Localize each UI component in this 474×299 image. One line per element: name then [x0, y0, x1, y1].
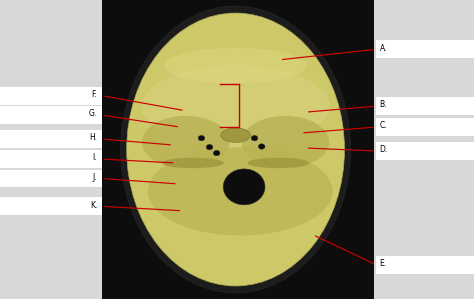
Bar — [0, 130, 102, 148]
Ellipse shape — [121, 6, 350, 293]
Bar — [376, 142, 474, 160]
Bar — [0, 0, 102, 299]
Text: E.: E. — [380, 259, 387, 268]
Ellipse shape — [142, 65, 329, 147]
Ellipse shape — [164, 48, 307, 84]
Text: J.: J. — [92, 173, 97, 182]
Bar — [376, 97, 474, 115]
Bar — [0, 150, 102, 168]
Ellipse shape — [241, 116, 329, 168]
Text: K.: K. — [90, 201, 97, 210]
Bar — [376, 40, 474, 58]
Ellipse shape — [221, 128, 250, 142]
Ellipse shape — [148, 147, 333, 236]
Bar — [0, 197, 102, 215]
Ellipse shape — [162, 158, 224, 168]
Text: H.: H. — [89, 133, 97, 142]
Bar — [376, 256, 474, 274]
Ellipse shape — [247, 158, 309, 168]
Text: F.: F. — [91, 90, 97, 99]
Text: I.: I. — [92, 153, 97, 162]
Ellipse shape — [142, 116, 229, 168]
Text: C.: C. — [380, 121, 387, 130]
Ellipse shape — [223, 169, 265, 205]
Bar — [374, 0, 474, 299]
Bar — [0, 87, 102, 105]
Ellipse shape — [213, 150, 220, 156]
Ellipse shape — [198, 135, 205, 141]
Bar — [376, 118, 474, 136]
Bar — [0, 106, 102, 124]
Ellipse shape — [251, 135, 258, 141]
Ellipse shape — [206, 144, 213, 150]
Ellipse shape — [258, 144, 265, 149]
Text: B.: B. — [380, 100, 387, 109]
Bar — [102, 0, 374, 299]
Ellipse shape — [127, 13, 345, 286]
Bar — [0, 170, 102, 187]
Text: D.: D. — [380, 145, 388, 154]
Text: G.: G. — [89, 109, 97, 118]
Text: A.: A. — [380, 44, 387, 53]
